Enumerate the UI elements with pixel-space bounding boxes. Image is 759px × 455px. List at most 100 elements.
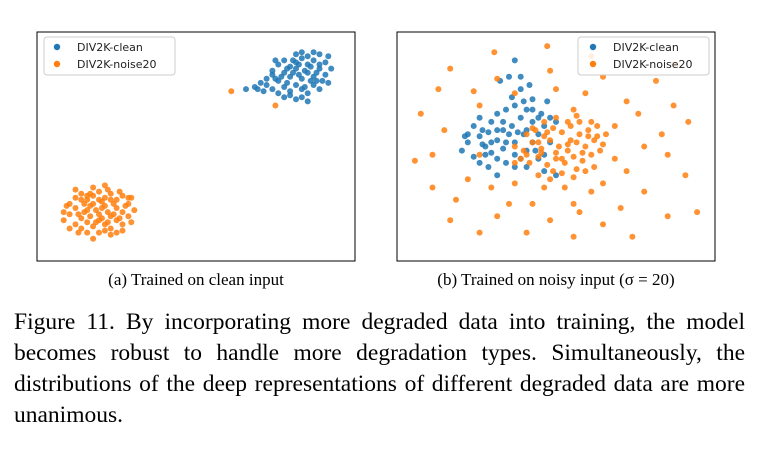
- point-noise-96: [447, 217, 454, 224]
- point-clean-20: [476, 159, 483, 166]
- point-noise-23: [550, 125, 557, 132]
- point-noise-66: [547, 67, 554, 74]
- point-clean-56: [514, 129, 521, 136]
- point-clean-34: [529, 106, 536, 113]
- point-noise-68: [653, 77, 659, 84]
- point-clean-52: [260, 88, 267, 95]
- point-noise-71: [84, 192, 91, 199]
- point-noise-29: [600, 141, 606, 148]
- point-noise-30: [535, 172, 542, 179]
- point-clean-58: [284, 65, 291, 72]
- point-noise-73: [228, 88, 235, 95]
- point-clean-1: [464, 139, 471, 146]
- point-noise-103: [570, 233, 577, 240]
- point-noise-53: [585, 133, 592, 140]
- point-clean-51: [494, 172, 501, 179]
- point-clean-63: [304, 98, 311, 105]
- point-clean-18: [322, 59, 329, 66]
- point-clean-11: [470, 123, 477, 129]
- point-clean-7: [500, 145, 507, 152]
- point-noise-114: [694, 209, 701, 216]
- point-noise-79: [441, 127, 448, 134]
- point-clean-63: [529, 96, 536, 103]
- point-noise-111: [670, 102, 677, 109]
- point-clean-9: [322, 71, 329, 78]
- point-clean-33: [310, 49, 317, 56]
- point-clean-9: [511, 151, 518, 158]
- point-clean-45: [482, 151, 489, 158]
- panel-b-points: [411, 43, 701, 240]
- point-clean-22: [275, 90, 282, 97]
- point-noise-105: [429, 151, 436, 158]
- point-noise-57: [558, 155, 565, 162]
- point-noise-78: [685, 118, 692, 125]
- point-clean-38: [517, 86, 524, 93]
- point-clean-37: [298, 94, 305, 101]
- point-noise-22: [78, 190, 85, 197]
- point-noise-74: [272, 102, 279, 109]
- point-noise-97: [494, 213, 501, 220]
- point-clean-30: [293, 51, 299, 58]
- point-noise-10: [72, 221, 79, 228]
- point-noise-21: [72, 194, 79, 201]
- point-noise-31: [547, 176, 554, 183]
- point-clean-57: [290, 57, 296, 64]
- point-clean-61: [523, 106, 530, 113]
- point-noise-61: [113, 229, 120, 236]
- point-clean-42: [325, 79, 332, 86]
- point-noise-54: [104, 219, 111, 226]
- legend-label-noise: DIV2K-noise20: [613, 58, 693, 71]
- point-clean-53: [307, 77, 314, 84]
- point-clean-28: [535, 131, 542, 138]
- point-noise-72: [582, 90, 589, 97]
- point-noise-18: [119, 221, 126, 228]
- point-clean-49: [541, 168, 548, 175]
- point-noise-102: [523, 229, 530, 236]
- point-noise-90: [588, 188, 595, 195]
- point-noise-53: [81, 200, 88, 207]
- point-noise-35: [84, 229, 91, 236]
- point-clean-3: [476, 133, 483, 140]
- point-noise-37: [564, 118, 571, 125]
- point-clean-27: [304, 90, 311, 97]
- point-noise-0: [511, 143, 518, 150]
- panel-a: DIV2K-clean DIV2K-noise20 (a) Trained on…: [36, 31, 356, 289]
- point-clean-23: [503, 159, 509, 166]
- point-noise-93: [506, 200, 512, 207]
- subcaption-b: (b) Trained on noisy input (σ = 20): [437, 270, 674, 289]
- point-clean-58: [544, 98, 551, 105]
- point-noise-51: [122, 202, 129, 209]
- point-clean-8: [316, 65, 323, 72]
- point-noise-35: [541, 118, 548, 125]
- point-noise-13: [544, 161, 551, 168]
- point-clean-32: [304, 53, 311, 60]
- point-noise-50: [576, 118, 583, 125]
- point-noise-60: [491, 49, 498, 56]
- point-noise-54: [564, 141, 571, 148]
- point-noise-9: [119, 209, 126, 216]
- point-noise-19: [125, 213, 132, 220]
- point-noise-10: [517, 155, 524, 162]
- point-clean-30: [494, 110, 501, 117]
- point-clean-61: [243, 86, 249, 93]
- point-noise-48: [511, 159, 518, 166]
- subcaption-a: (a) Trained on clean input: [108, 270, 284, 289]
- point-noise-77: [635, 110, 642, 117]
- point-noise-94: [570, 200, 577, 207]
- point-noise-106: [553, 86, 559, 93]
- point-clean-31: [503, 106, 509, 113]
- panel-a-points: [60, 49, 335, 242]
- point-noise-42: [93, 207, 99, 214]
- point-clean-52: [461, 133, 468, 140]
- point-clean-21: [485, 164, 492, 170]
- point-clean-17: [517, 114, 524, 121]
- point-noise-107: [641, 143, 648, 150]
- point-noise-40: [553, 149, 559, 156]
- point-noise-27: [585, 127, 592, 134]
- point-noise-41: [87, 213, 94, 220]
- point-noise-98: [664, 213, 671, 220]
- point-noise-31: [131, 207, 138, 214]
- point-clean-33: [520, 98, 527, 105]
- point-noise-34: [66, 225, 73, 232]
- point-clean-48: [278, 73, 285, 80]
